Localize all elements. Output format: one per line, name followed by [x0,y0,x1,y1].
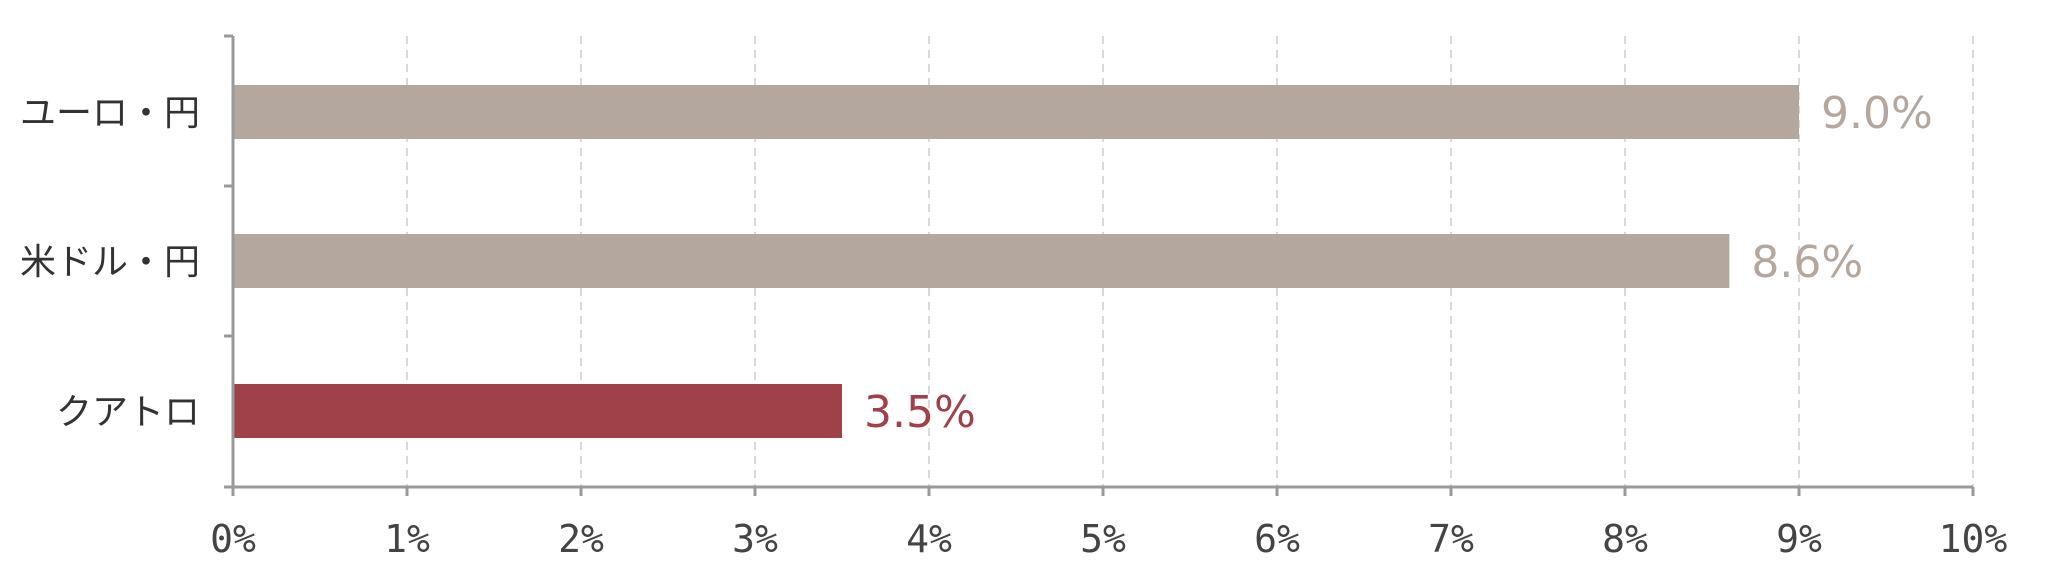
x-tick-label: 3% [732,517,778,561]
x-tick-label: 8% [1602,517,1648,561]
x-tick-label: 5% [1080,517,1126,561]
value-label: 8.6% [1751,237,1863,288]
x-tick-label: 2% [558,517,604,561]
category-label: 米ドル・円 [20,242,200,283]
x-tick-label: 6% [1254,517,1300,561]
bar [233,85,1799,139]
value-label: 3.5% [864,387,976,438]
value-label: 9.0% [1821,88,1933,139]
x-tick-label: 9% [1776,517,1822,561]
x-tick-label: 10% [1939,517,2008,561]
bar [233,234,1730,288]
bar-layer [233,85,1799,438]
x-tick-label: 4% [906,517,952,561]
bar [233,384,842,438]
x-tick-label: 0% [210,517,256,561]
category-label: クアトロ [56,392,200,433]
category-label: ユーロ・円 [20,93,200,134]
x-tick-label: 1% [384,517,430,561]
x-tick-label: 7% [1428,517,1474,561]
axis-layer [224,34,1975,496]
